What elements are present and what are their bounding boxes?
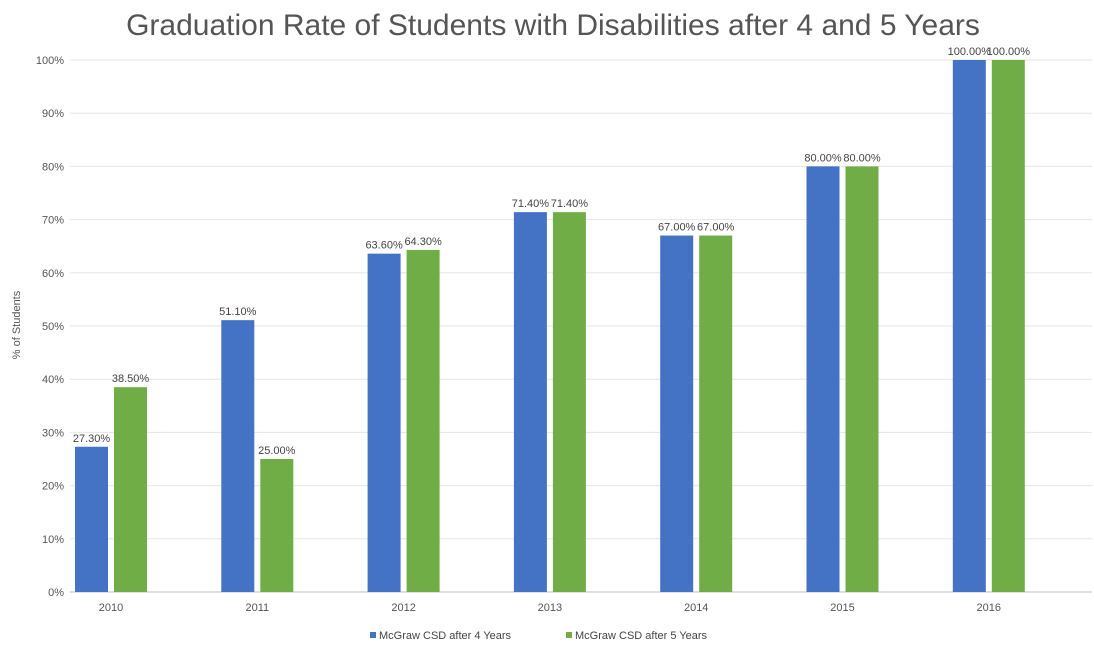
data-label: 100.00% bbox=[987, 46, 1031, 58]
data-label: 25.00% bbox=[258, 445, 296, 457]
bar-5-years bbox=[114, 387, 147, 592]
legend-label: McGraw CSD after 4 Years bbox=[379, 630, 512, 642]
y-tick-label: 20% bbox=[42, 481, 64, 493]
bar-5-years bbox=[260, 459, 294, 592]
x-tick-label: 2012 bbox=[391, 602, 415, 614]
bar-5-years bbox=[991, 60, 1025, 592]
bar-4-years bbox=[367, 253, 401, 592]
data-label: 51.10% bbox=[219, 306, 257, 318]
bar-4-years bbox=[75, 446, 108, 592]
data-label: 100.00% bbox=[948, 46, 992, 58]
x-axis-ticks: 2010 2011 2012 2013 2014 2015 2016 bbox=[99, 602, 1001, 614]
bar-5-years bbox=[406, 249, 440, 592]
bar-4-years bbox=[221, 320, 255, 592]
y-tick-label: 90% bbox=[42, 108, 64, 120]
data-label: 64.30% bbox=[404, 236, 442, 248]
legend-swatch bbox=[370, 632, 376, 638]
legend: McGraw CSD after 4 Years McGraw CSD after… bbox=[370, 630, 708, 642]
chart-title: Graduation Rate of Students with Disabil… bbox=[126, 9, 980, 42]
y-tick-label: 60% bbox=[42, 268, 64, 280]
bar-4-years bbox=[952, 60, 986, 592]
x-tick-label: 2011 bbox=[245, 602, 269, 614]
bar-5-years bbox=[845, 166, 879, 592]
data-label: 27.30% bbox=[73, 433, 111, 445]
data-label: 38.50% bbox=[112, 373, 150, 385]
data-label: 71.40% bbox=[512, 198, 550, 210]
x-tick-label: 2010 bbox=[99, 602, 123, 614]
bar-5-years bbox=[552, 212, 586, 593]
y-tick-label: 10% bbox=[42, 534, 64, 546]
bars bbox=[75, 60, 1025, 593]
legend-swatch bbox=[566, 632, 572, 638]
data-label: 67.00% bbox=[658, 222, 696, 234]
legend-label: McGraw CSD after 5 Years bbox=[575, 630, 708, 642]
data-label: 80.00% bbox=[843, 152, 881, 164]
y-tick-label: 30% bbox=[42, 427, 64, 439]
data-label: 67.00% bbox=[697, 222, 735, 234]
data-label: 80.00% bbox=[804, 152, 842, 164]
y-tick-label: 40% bbox=[42, 374, 64, 386]
data-label: 63.60% bbox=[365, 240, 403, 252]
x-tick-label: 2014 bbox=[684, 602, 708, 614]
x-tick-label: 2015 bbox=[830, 602, 854, 614]
bar-5-years bbox=[699, 235, 733, 592]
y-axis-ticks: 0% 10% 20% 30% 40% 50% 60% 70% 80% 90% 100% bbox=[36, 55, 64, 599]
y-tick-label: 70% bbox=[42, 215, 64, 227]
y-axis-title: % of Students bbox=[11, 290, 23, 359]
y-tick-label: 50% bbox=[42, 321, 64, 333]
y-tick-label: 0% bbox=[48, 587, 64, 599]
x-tick-label: 2013 bbox=[538, 602, 562, 614]
y-tick-label: 80% bbox=[42, 161, 64, 173]
data-label: 71.40% bbox=[551, 198, 589, 210]
bar-4-years bbox=[513, 212, 547, 593]
data-labels: 27.30% 38.50% 51.10% 25.00% 63.60% 64.30% 71.4… bbox=[73, 46, 1030, 457]
y-tick-label: 100% bbox=[36, 55, 64, 67]
bar-4-years bbox=[806, 166, 840, 592]
bar-4-years bbox=[660, 235, 694, 592]
x-tick-label: 2016 bbox=[977, 602, 1001, 614]
